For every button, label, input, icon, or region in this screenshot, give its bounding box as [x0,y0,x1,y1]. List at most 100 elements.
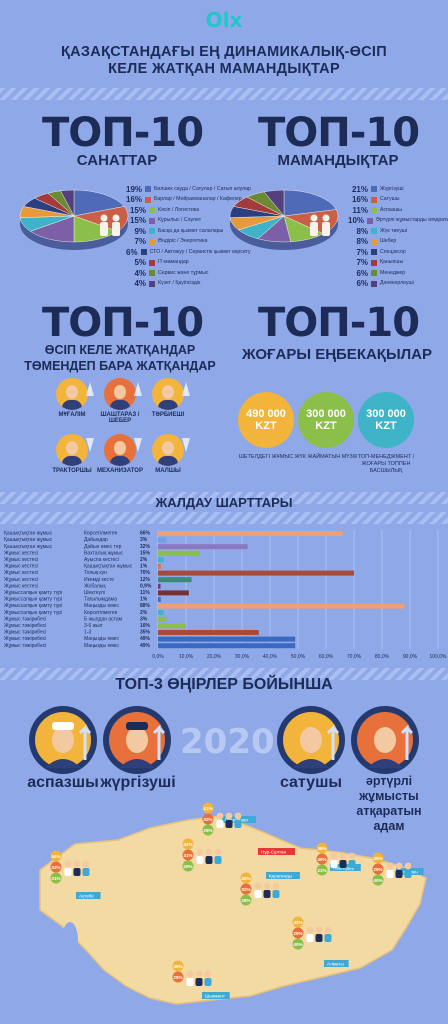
bar [158,616,167,622]
svg-text:40%: 40% [373,878,382,883]
value-label: 88% [140,603,151,609]
legend-pct: 10% [348,216,365,226]
value-label: 1% [140,564,148,570]
city-name: Қарағанды [269,873,292,878]
professions-legend-item: 6% Менеджер [348,268,444,279]
svg-text:38%: 38% [317,846,326,851]
category-label: Жобалық [84,583,106,589]
city-name: Петропавл [225,817,248,822]
person-card: МАЛШЫ [146,434,190,488]
face-icon [66,385,78,399]
legend-swatch [149,217,155,224]
salary-label: ЖҮК ЖАЙМАТЫН МҮЗІК [294,454,358,460]
categories-legend-item: 15% Кәсіп / Логистика [126,205,226,216]
categories-legend-item: 19% Бөлшек сауда / Сатулар / Сатып алулар [126,184,251,195]
conditions-bar-chart: 0,0% 10,0% 20,0% 30,0% 40,0% 50,0% 60,0% 70,0% 8… [4,530,447,660]
worker-icon [214,848,222,864]
region-percent-bubble: 25% [172,971,184,983]
svg-text:33%: 33% [51,865,60,870]
body-icon [158,400,178,410]
city-name: Ақтөбе [79,893,94,898]
categories-legend-item: 15% Кұрылыс / Сәулет [126,216,226,227]
legend-pct: 6% [126,247,138,257]
legend-label: Кұрылыс / Сәулет [158,217,202,224]
bar [158,636,296,642]
x-tick-label: 50,0% [291,654,306,660]
body-icon [62,400,82,410]
group-label: Қашықтықтан жұмыс [4,537,53,543]
legend-pct: 7% [134,237,146,247]
top10-growing-heading: ТОП-10 [42,300,204,346]
region-percent-bubble: 32% [240,883,252,895]
growing-subtitle-line2: ТӨМЕНДЕП БАРА ЖАТҚАНДАР [24,359,216,373]
legend-swatch [145,196,152,203]
worker-icon [195,970,203,986]
region-percent-bubble: 29% [202,824,214,836]
professions-legend-item: 8% Шебер [348,237,444,248]
group-label: Жұмыс кестесі [4,564,38,570]
person-label: МАЛШЫ [155,468,181,474]
legend-label: Өндіріс / Энергетика [158,238,208,245]
legend-label: Бөлшек сауда / Сатулар / Сатып алулар [154,185,251,192]
person-card: ШАШТАРАЗ / ШЕБЕР [98,378,142,432]
region-percent-bubble: 29% [292,927,304,939]
worker-icon [225,812,233,828]
region-percent-bubble: 29% [182,860,194,872]
region-percent-bubble: 26% [372,863,384,875]
legend-label: СТО / Автожуу / Сервистік қызмет көрсету [149,248,251,255]
x-tick-label: 0,0% [152,654,164,660]
bar [158,537,167,543]
value-label: 0,9% [140,583,152,589]
region-percent-bubble: 30% [316,853,328,865]
worker-icon [386,862,394,878]
legend-pct: 21% [351,184,368,194]
growing-people-grid: МҰҒАЛІМ ШАШТАРАЗ / ШЕБЕР ТӘРБИЕШІ ТРАКТОРШЫ… [50,378,200,488]
svg-text:40%: 40% [293,942,302,947]
bar [158,544,248,550]
bar [158,603,405,609]
legend-label: Кәсіп / Логистика [158,206,200,213]
city-name: Шымкент [205,993,226,998]
professions-pie-slice [263,189,285,217]
legend-pct: 8% [356,226,368,236]
group-label: Жұмыссалқын қамту түрі [4,603,62,609]
growing-subtitle: ӨСІП КЕЛЕ ЖАТҚАНДАР ТӨМЕНДЕП БАРА ЖАТҚАН… [20,342,220,374]
legend-swatch [149,259,155,266]
legend-label: Жүк тиеуші [380,227,408,234]
legend-swatch [371,186,377,193]
person-icon [310,214,318,236]
legend-label: Әртүрлі жұмыстарды атқаратын адам [376,217,448,224]
role-cook-label: аспазшы [27,774,99,791]
region-percent-bubble: 38% [316,842,328,854]
arrow-up-icon [182,382,190,396]
professions-legend-item: 7% Қаныпшы [348,258,444,269]
category-label: Көрсетілмеген [84,531,118,537]
value-label: 12% [140,577,151,583]
worker-icon [204,970,212,986]
svg-text:26%: 26% [373,867,382,872]
category-label: Қашықтықтан жұмыс [84,564,133,570]
worker-icon [82,860,90,876]
value-label: 49% [140,643,151,649]
group-label: Жұмыс кестесі [4,577,38,583]
x-tick-label: 30,0% [235,654,250,660]
category-label: Маңызды емес [84,636,119,642]
top10-professions-heading: ТОП-10 [258,110,420,156]
category-label: Ауыспа кестесі [84,557,119,563]
svg-text:25%: 25% [173,975,182,980]
value-label: 10% [140,623,151,629]
region-percent-bubble: 31% [50,872,62,884]
city-name: Нұр-Сұлтан [261,849,287,854]
x-tick-label: 60,0% [319,654,334,660]
legend-swatch [149,280,155,287]
legend-pct: 4% [134,268,146,278]
person-card: МҰҒАЛІМ [50,378,94,432]
categories-pie-slice [29,215,75,243]
regions-title: ТОП-3 ӨҢІРЛЕР БОЙЫНША [115,676,333,693]
legend-pct: 19% [126,184,143,194]
legend-swatch [149,238,155,245]
professions-legend-item: 11% Аспазшы [348,205,444,216]
category-label: 1-3 [84,630,91,636]
group-label: Қашықтықтан жұмыс [4,531,53,537]
city-label: Қарағанды [266,872,300,879]
